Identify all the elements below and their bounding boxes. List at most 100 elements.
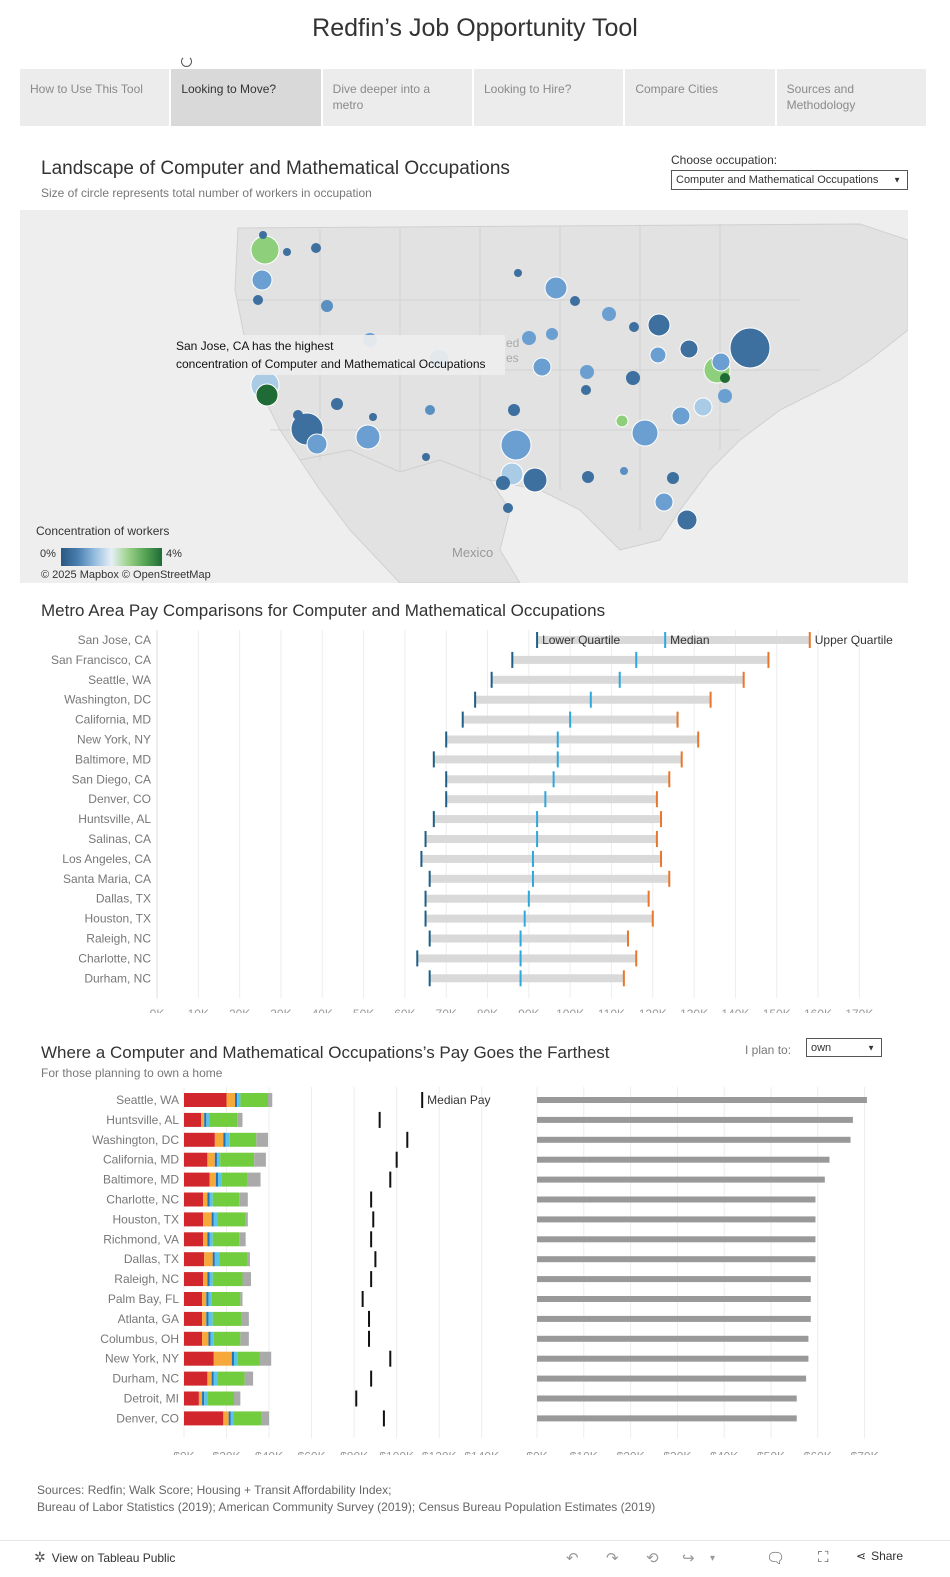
us-map[interactable]: Mexico ed es	[20, 210, 908, 583]
share-button[interactable]: ⋖ Share	[856, 1549, 903, 1563]
metro-circle[interactable]	[671, 406, 691, 426]
map-subtitle: Size of circle represents total number o…	[41, 186, 372, 200]
pay-range-bar	[425, 894, 649, 903]
metro-circle[interactable]	[283, 248, 291, 256]
metro-label: Detroit, MI	[124, 1392, 179, 1406]
metro-circle[interactable]	[581, 385, 591, 395]
metro-circle[interactable]	[626, 371, 640, 385]
tab-looking-to-move[interactable]: Looking to Move?	[171, 69, 321, 126]
metro-circle[interactable]	[355, 424, 381, 450]
right-x-tick-label: $10K	[570, 1449, 598, 1455]
metro-label: Huntsville, AL	[78, 812, 151, 826]
cost-segment	[208, 1331, 211, 1346]
metro-circle[interactable]	[544, 276, 568, 300]
cost-segment	[210, 1331, 214, 1346]
metro-circle[interactable]	[546, 328, 558, 340]
metro-label: Atlanta, GA	[118, 1312, 179, 1326]
metro-circle[interactable]	[667, 472, 679, 484]
metro-circle[interactable]	[647, 313, 671, 337]
metro-circle[interactable]	[500, 429, 532, 461]
metro-label: Charlotte, NC	[106, 1193, 179, 1207]
cost-segment	[241, 1311, 249, 1326]
pay-range-chart: 0K 10K 20K 30K 40K 50K 60K 70K 80K 90K 100K 110K 120…	[51, 630, 893, 1013]
metro-circle[interactable]	[259, 231, 267, 239]
median-mark	[523, 910, 526, 927]
lower-quartile-mark	[424, 831, 427, 847]
right-x-tick-label: $30K	[663, 1449, 691, 1455]
metro-circle[interactable]	[602, 307, 616, 321]
tab-how-to-use[interactable]: How to Use This Tool	[20, 69, 170, 126]
cost-segment	[202, 1292, 207, 1306]
revert-icon[interactable]: ⟲	[646, 1550, 659, 1567]
x-tick-label: 130K	[680, 1007, 708, 1013]
legend-label-median: Median	[670, 633, 709, 647]
metro-circle[interactable]	[331, 398, 343, 410]
metro-circle[interactable]	[369, 413, 377, 421]
metro-circle[interactable]	[580, 365, 594, 379]
metro-circle[interactable]	[425, 405, 435, 415]
pay-range-bar	[425, 835, 657, 843]
tableau-logo-icon: ✲	[34, 1549, 46, 1565]
metro-circle-san-jose[interactable]	[255, 383, 279, 407]
view-on-tableau-link[interactable]: ✲ View on Tableau Public	[34, 1549, 175, 1566]
metro-circle[interactable]	[629, 322, 639, 332]
metro-circle[interactable]	[293, 410, 303, 420]
cost-segment	[223, 1411, 229, 1426]
metro-circle[interactable]	[321, 300, 333, 312]
farthest-title: Where a Computer and Mathematical Occupa…	[41, 1043, 610, 1062]
metro-circle[interactable]	[582, 471, 594, 483]
metro-label: Dallas, TX	[124, 1252, 179, 1266]
occupation-select[interactable]: Computer and Mathematical Occupations ▼	[671, 170, 908, 190]
chevron-down-icon[interactable]: ▾	[710, 1553, 716, 1564]
metro-circle[interactable]	[720, 373, 730, 383]
metro-circle[interactable]	[570, 296, 580, 306]
metro-circle[interactable]	[693, 397, 713, 417]
metro-circle[interactable]	[676, 509, 698, 531]
metro-circle[interactable]	[251, 269, 273, 291]
metro-circle[interactable]	[654, 492, 674, 512]
cost-segment	[207, 1371, 212, 1386]
tab-dive-deeper[interactable]: Dive deeper into a metro	[322, 69, 472, 126]
view-on-tableau-label: View on Tableau Public	[51, 1550, 176, 1565]
metro-circle[interactable]	[620, 467, 628, 475]
remaining-pay-bar	[537, 1395, 797, 1402]
legend-label-upper: Upper Quartile	[815, 633, 893, 647]
metro-circle[interactable]	[711, 352, 731, 372]
cost-segment	[233, 1391, 241, 1406]
fullscreen-icon[interactable]: ⛶	[818, 1549, 829, 1566]
metro-circle[interactable]	[522, 467, 548, 493]
metro-circle[interactable]	[679, 339, 699, 359]
metro-circle[interactable]	[306, 433, 328, 455]
metro-circle[interactable]	[718, 389, 732, 403]
right-x-tick-label: $0K	[526, 1449, 547, 1455]
metro-circle[interactable]	[514, 269, 522, 277]
lower-quartile-mark	[490, 671, 493, 688]
metro-circle[interactable]	[250, 235, 280, 265]
comment-icon[interactable]: 🗨	[766, 1550, 786, 1567]
metro-circle[interactable]	[615, 414, 629, 428]
plan-select[interactable]: own ▼	[806, 1038, 882, 1057]
metro-circle[interactable]	[503, 503, 513, 513]
metro-circle[interactable]	[532, 357, 552, 377]
redo-icon[interactable]: ↷	[606, 1550, 619, 1567]
metro-circle[interactable]	[422, 453, 430, 461]
metro-circle[interactable]	[522, 331, 536, 345]
map-land-mexico	[299, 449, 521, 583]
tab-sources[interactable]: Sources and Methodology	[776, 69, 926, 126]
metro-circle[interactable]	[508, 404, 520, 416]
refresh-icon[interactable]: ↪	[682, 1550, 695, 1567]
metro-circle[interactable]	[496, 476, 510, 490]
tab-compare-cities[interactable]: Compare Cities	[625, 69, 775, 126]
metro-circle-new-york[interactable]	[729, 327, 771, 369]
metro-circle[interactable]	[631, 419, 659, 447]
metro-label: Raleigh, NC	[86, 932, 151, 946]
cost-segment	[201, 1112, 205, 1127]
tab-looking-to-hire[interactable]: Looking to Hire?	[473, 69, 624, 126]
tooltip-line-2: concentration of Computer and Mathematic…	[176, 357, 486, 371]
metro-circle[interactable]	[311, 243, 321, 253]
undo-icon[interactable]: ↶	[566, 1550, 579, 1567]
remaining-pay-bar	[537, 1256, 816, 1263]
metro-circle[interactable]	[253, 295, 263, 305]
metro-circle[interactable]	[649, 346, 667, 364]
cost-segment	[209, 1172, 216, 1187]
